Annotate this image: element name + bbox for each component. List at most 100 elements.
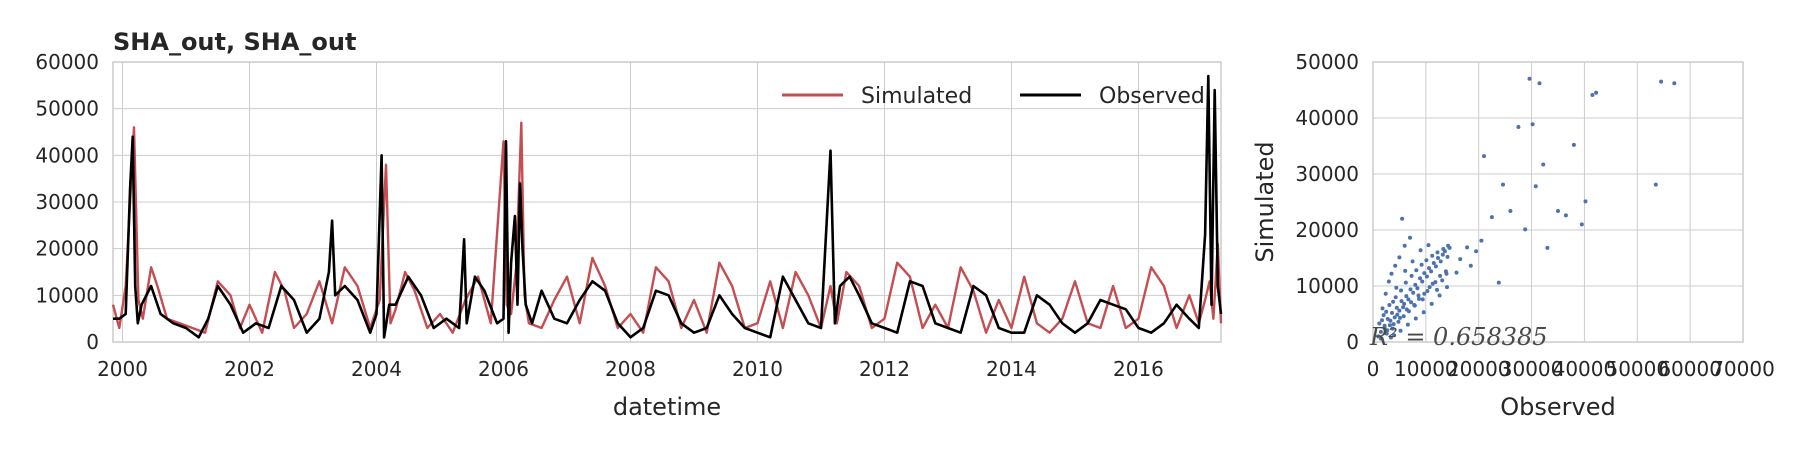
scatter-point — [1545, 245, 1550, 250]
scatter-point — [1402, 301, 1407, 306]
legend-label-observed: Observed — [1099, 84, 1205, 109]
scatter-point — [1393, 263, 1398, 268]
scatter-point — [1399, 288, 1403, 293]
scatter-point — [1400, 216, 1405, 221]
scatter-y-tick-label: 20000 — [1295, 218, 1359, 242]
scatter-point — [1378, 336, 1383, 341]
scatter-point — [1501, 182, 1505, 187]
scatter-point — [1438, 273, 1443, 278]
scatter-point — [1393, 295, 1398, 300]
scatter-x-tick-label: 40000 — [1553, 357, 1617, 381]
scatter-x-tick-label: 60000 — [1658, 357, 1722, 381]
timeseries-x-tick-label: 2014 — [986, 357, 1037, 381]
scatter-point — [1429, 269, 1434, 274]
timeseries-x-ticks: 2000 2002 2004 2006 2008 2010 2012 2014 2016 — [97, 357, 1164, 381]
scatter-point — [1386, 279, 1391, 284]
scatter-point — [1385, 328, 1390, 333]
scatter-point — [1541, 162, 1546, 167]
timeseries-x-tick-label: 2012 — [859, 357, 910, 381]
scatter-point — [1465, 245, 1470, 250]
scatter-point — [1390, 326, 1395, 331]
scatter-point — [1594, 90, 1599, 95]
scatter-point — [1380, 306, 1385, 311]
series-line-simulated — [111, 121, 1223, 334]
timeseries-y-ticks: 0 10000 20000 30000 40000 50000 60000 — [35, 50, 99, 354]
scatter-point — [1415, 286, 1420, 291]
scatter-point — [1408, 287, 1413, 292]
scatter-point — [1413, 282, 1418, 287]
timeseries-x-label: datetime — [613, 393, 721, 421]
timeseries-y-tick-label: 40000 — [35, 143, 99, 167]
scatter-point — [1377, 321, 1382, 326]
scatter-point — [1496, 280, 1501, 285]
timeseries-y-tick-label: 20000 — [35, 237, 99, 261]
scatter-point — [1427, 285, 1432, 290]
scatter-point — [1394, 305, 1399, 310]
scatter-point — [1556, 209, 1560, 213]
scatter-x-tick-label: 70000 — [1711, 357, 1775, 381]
timeseries-y-tick-label: 30000 — [35, 190, 99, 214]
scatter-point — [1411, 290, 1416, 295]
scatter-x-tick-label: 20000 — [1447, 357, 1511, 381]
scatter-point — [1533, 184, 1538, 189]
scatter-point — [1397, 255, 1402, 260]
timeseries-x-tick-label: 2006 — [478, 357, 529, 381]
scatter-x-label: Observed — [1500, 393, 1615, 421]
scatter-point — [1396, 319, 1401, 324]
scatter-point — [1425, 289, 1430, 293]
scatter-point — [1429, 301, 1434, 306]
scatter-y-tick-label: 0 — [1346, 330, 1359, 354]
timeseries-x-tick-label: 2000 — [97, 357, 148, 381]
timeseries-series — [111, 74, 1223, 339]
scatter-point — [1392, 315, 1397, 320]
scatter-point — [1384, 309, 1389, 314]
scatter-point — [1398, 315, 1402, 320]
scatter-point — [1435, 250, 1440, 255]
scatter-point — [1426, 243, 1431, 248]
scatter-point — [1424, 274, 1429, 279]
scatter-point — [1414, 268, 1419, 273]
scatter-y-label: Simulated — [1251, 141, 1279, 262]
timeseries-x-tick-label: 2008 — [605, 357, 656, 381]
scatter-point — [1398, 328, 1403, 333]
scatter-point — [1399, 299, 1404, 304]
scatter-point — [1401, 314, 1406, 319]
scatter-point — [1482, 154, 1486, 159]
scatter-point — [1390, 310, 1394, 315]
scatter-point — [1571, 142, 1576, 147]
scatter-point — [1420, 297, 1425, 302]
scatter-point — [1440, 252, 1445, 257]
scatter-point — [1403, 268, 1408, 273]
scatter-x-tick-label: 0 — [1367, 357, 1380, 381]
scatter-point — [1384, 331, 1389, 336]
scatter-point — [1402, 243, 1407, 248]
scatter-point — [1410, 259, 1415, 264]
scatter-point — [1430, 253, 1435, 258]
legend-label-simulated: Simulated — [861, 84, 972, 109]
scatter-point — [1419, 262, 1424, 267]
scatter-point — [1394, 285, 1399, 290]
timeseries-x-tick-label: 2010 — [732, 357, 783, 381]
scatter-point — [1435, 287, 1439, 292]
scatter-point — [1458, 257, 1463, 262]
scatter-point — [1441, 247, 1446, 251]
scatter-point — [1444, 271, 1449, 276]
scatter-point — [1424, 258, 1429, 263]
scatter-point — [1430, 281, 1435, 286]
timeseries-legend: Simulated Observed — [782, 84, 1205, 109]
scatter-point — [1653, 182, 1658, 187]
scatter-point — [1659, 79, 1664, 84]
scatter-point — [1474, 249, 1479, 254]
scatter-point — [1403, 280, 1408, 285]
scatter-point — [1404, 307, 1409, 312]
scatter-point — [1468, 263, 1473, 268]
scatter-point — [1404, 294, 1409, 299]
scatter-point — [1420, 279, 1425, 284]
scatter-point — [1446, 243, 1451, 248]
scatter-point — [1421, 310, 1426, 315]
scatter-point — [1579, 222, 1584, 227]
timeseries-y-tick-label: 50000 — [35, 97, 99, 121]
scatter-point — [1427, 266, 1431, 271]
scatter-point — [1397, 308, 1402, 313]
